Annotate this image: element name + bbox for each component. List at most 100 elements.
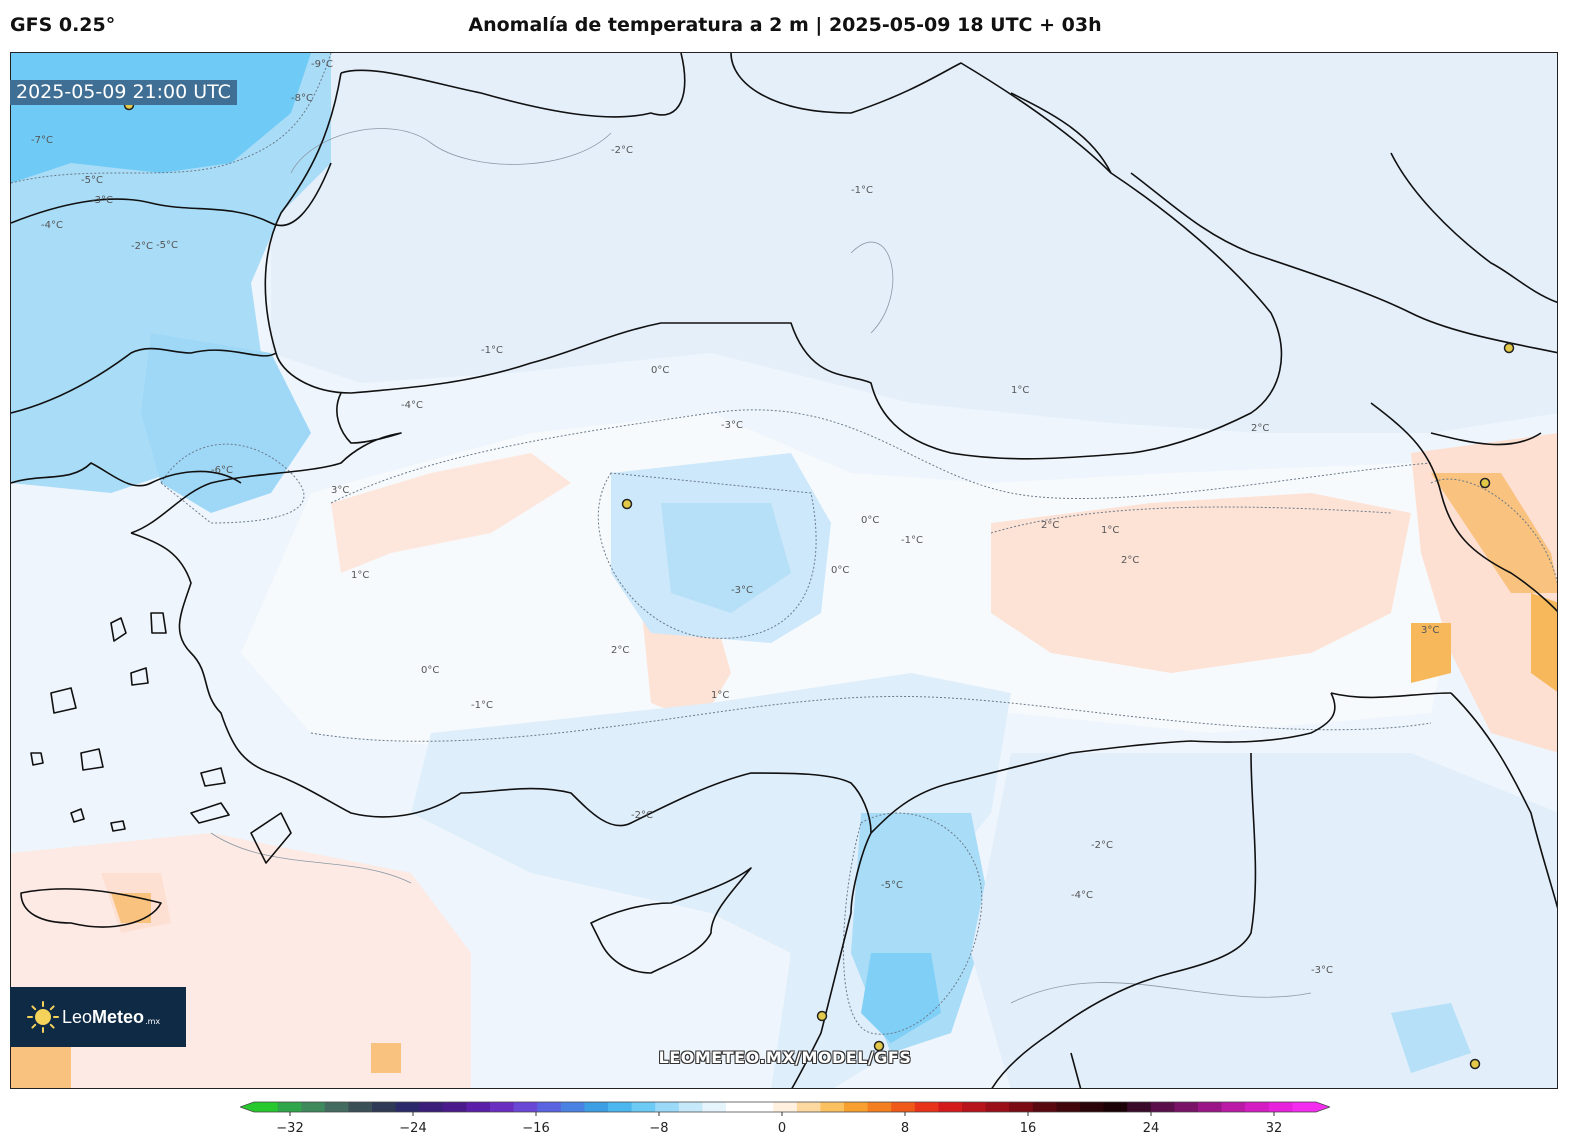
logo-name-light: Leo [62,1006,93,1027]
contour-label: -4°C [41,220,63,231]
colorbar-cell [914,1102,939,1112]
colorbar-tick-label: 16 [1020,1121,1037,1136]
contour-label: 2°C [1251,423,1269,434]
sun-icon [27,1001,59,1033]
model-label: GFS 0.25° [10,14,116,36]
valid-time-label: 2025-05-09 21:00 UTC [10,80,237,105]
colorbar-cell [1032,1102,1057,1112]
contour-lines [11,53,1557,1035]
colorbar-cell [749,1102,774,1112]
colorbar-cell [277,1102,302,1112]
city-marker-3 [1503,342,1515,354]
colorbar-cell [867,1102,892,1112]
contour-label: -9°C [311,59,333,70]
cold-spot-southeast [1391,1003,1471,1073]
colorbar-min-arrow [240,1102,254,1112]
map-canvas: -9°C -8°C -7°C -5°C -4°C -3°C -2°C -1°C 0°C 1°C 2°… [11,53,1557,1088]
colorbar-cells [240,1101,1330,1113]
contour-label: -2°C [1091,840,1113,851]
warm-zone-west-anatolia [331,453,571,573]
colorbar-tick-label: −24 [399,1121,426,1136]
contour-label: -1°C [901,535,923,546]
colorbar-cell [1009,1102,1034,1112]
colorbar-cell [348,1102,373,1112]
colorbar-cell [938,1102,963,1112]
colorbar-cell [796,1102,821,1112]
contour-label: 2°C [611,645,629,656]
contour-label: -5°C [81,175,103,186]
colorbar-cell [490,1102,515,1112]
warm-core-east [1431,473,1557,593]
contour-label: -2°C [131,241,153,252]
colorbar-cell [254,1102,279,1112]
warm-spot-2 [1531,593,1557,692]
colorbar-tick-label: 8 [901,1121,909,1136]
contour-label: -3°C [91,195,113,206]
warm-zone-east-anatolia [991,493,1411,673]
colorbar-cell [442,1102,467,1112]
colorbar-max-arrow [1316,1102,1330,1112]
contour-label: -3°C [721,420,743,431]
contour-label: 3°C [331,485,349,496]
colorbar-cell [726,1102,751,1112]
contour-label: -5°C [881,880,903,891]
colorbar-cell [962,1102,987,1112]
coastlines [11,53,1557,1088]
contour-label: -1°C [851,185,873,196]
city-marker-5 [816,1010,828,1022]
contour-label: 2°C [1041,520,1059,531]
contour-label: 0°C [421,665,439,676]
colorbar-cell [395,1102,420,1112]
colorbar-cell [560,1102,585,1112]
contour-label: -7°C [31,135,53,146]
cool-zone-southeast [971,753,1557,1088]
watermark-url: LEOMETEO.MX/MODEL/GFS [658,1048,912,1067]
colorbar-cell [1221,1102,1246,1112]
colorbar: −32 −24 −16 −8 0 8 16 24 32 [240,1101,1330,1136]
colorbar-cell [301,1102,326,1112]
colorbar-tick-label: 32 [1266,1121,1283,1136]
colorbar-cell [324,1102,349,1112]
contour-label: 2°C [1121,555,1139,566]
contour-lines-solid [210,128,1312,1004]
contour-label: -3°C [731,585,753,596]
colorbar-tick-label: 24 [1143,1121,1160,1136]
contour-label: 3°C [1421,625,1439,636]
colorbar-cell [1268,1102,1293,1112]
contour-labels: -9°C -8°C -7°C -5°C -4°C -3°C -2°C -1°C 0°C 1°C 2°… [31,59,1439,976]
colorbar-tick-label: −32 [276,1121,303,1136]
cold-core-central-plateau [661,503,791,613]
colorbar-cell [1127,1102,1152,1112]
contour-label: -6°C [211,465,233,476]
colorbar-cell [1198,1102,1223,1112]
colorbar-cell [608,1102,633,1112]
contour-label: -1°C [471,700,493,711]
colorbar-ticks: −32 −24 −16 −8 0 8 16 24 32 [276,1112,1282,1136]
colorbar-cell [702,1102,727,1112]
contour-label: 1°C [1011,385,1029,396]
colorbar-cell [513,1102,538,1112]
contour-label: 1°C [351,570,369,581]
warm-spot-4 [11,1043,71,1088]
contour-label: 0°C [651,365,669,376]
colorbar-cell [1174,1102,1199,1112]
colorbar-cell [537,1102,562,1112]
cold-zone-thrace [141,333,311,513]
leometeo-logo: LeoMeteo .mx [10,987,186,1047]
contour-label: -2°C [631,810,653,821]
warm-spot-3 [371,1043,401,1073]
colorbar-cell [372,1102,397,1112]
colorbar-cell [584,1102,609,1112]
contour-label: 1°C [711,690,729,701]
colorbar-tick-label: 0 [778,1121,786,1136]
colorbar-cell [891,1102,916,1112]
colorbar-cell [631,1102,656,1112]
warm-core-sw-spot [111,893,151,923]
contour-label: 0°C [861,515,879,526]
contour-label: -1°C [481,345,503,356]
warm-spot-1 [1411,623,1451,683]
colorbar-cell [678,1102,703,1112]
contour-label: -4°C [1071,890,1093,901]
contour-label: -3°C [1311,965,1333,976]
colorbar-cell [1080,1102,1105,1112]
